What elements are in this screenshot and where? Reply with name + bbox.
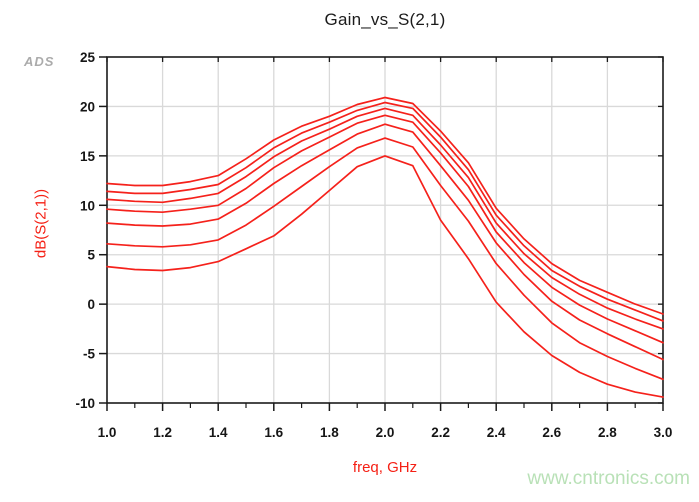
y-tick-label: 20 [80,99,95,114]
trace-curve_2 [106,101,664,322]
trace-curve_6 [106,137,664,381]
y-tick-label: 15 [80,149,96,164]
x-tick-label: 1.8 [320,425,339,440]
x-tick-label: 3.0 [654,425,673,440]
x-tick-label: 2.8 [598,425,617,440]
trace-curve_1 [106,96,664,315]
ads-logo: ADS [24,54,55,69]
trace-curve_4 [106,114,664,344]
x-tick-label: 1.2 [153,425,172,440]
y-tick-label: 10 [80,198,95,213]
x-tick-label: 2.0 [376,425,395,440]
trace-curve_7 [106,155,664,398]
x-tick-label: 2.2 [431,425,450,440]
x-axis-label: freq, GHz [352,459,418,476]
watermark: www.cntronics.com [527,468,690,489]
trace-curve_3 [106,107,664,330]
y-tick-label: -5 [83,347,95,362]
chart-title: Gain_vs_S(2,1) [324,10,446,29]
x-tick-label: 1.6 [264,425,283,440]
y-tick-label: 0 [87,297,95,312]
x-tick-label: 2.6 [542,425,561,440]
y-tick-label: 5 [87,248,95,263]
y-tick-label: 25 [80,50,96,65]
x-tick-label: 1.4 [209,425,228,440]
trace-curve_5 [106,123,664,361]
x-tick-label: 1.0 [98,425,117,440]
y-tick-label: -10 [75,396,95,411]
x-tick-label: 2.4 [487,425,506,440]
